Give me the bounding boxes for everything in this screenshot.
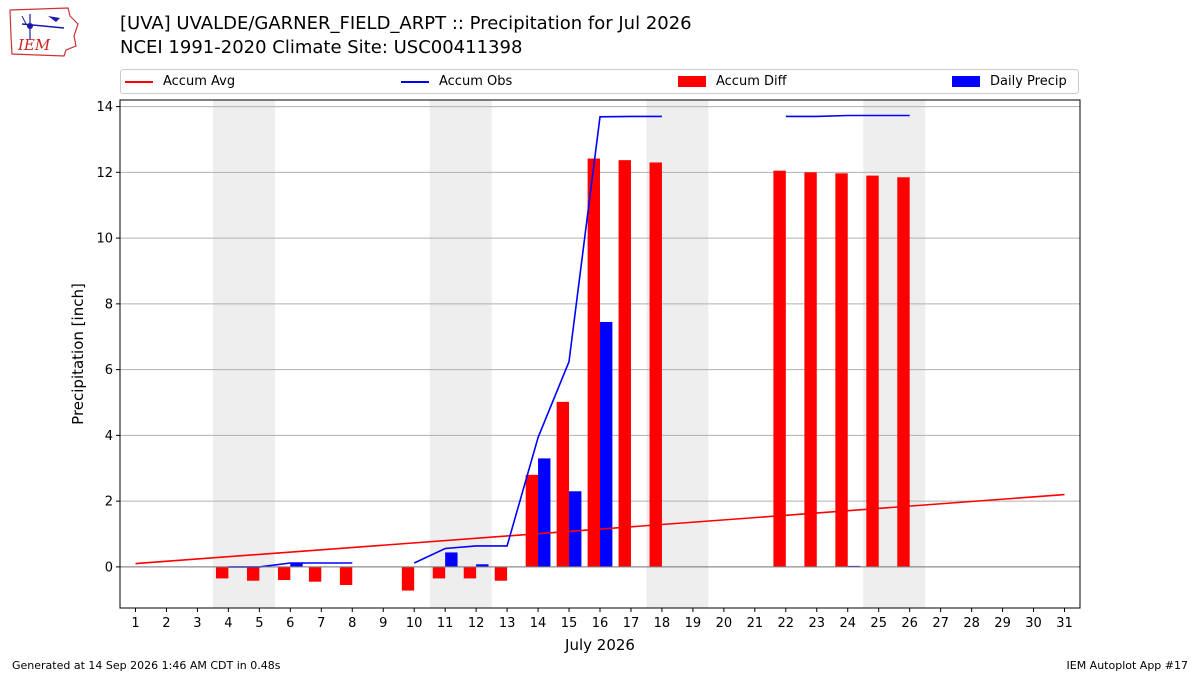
y-tick-label-10: 10	[96, 232, 113, 247]
y-tick-label-0: 0	[105, 560, 113, 575]
legend-label-accum-obs: Accum Obs	[439, 74, 513, 89]
x-tick-label-10: 10	[406, 616, 423, 631]
x-tick-label-17: 17	[623, 616, 640, 631]
legend-item-daily-precip: Daily Precip	[952, 74, 1067, 90]
chart-title: [UVA] UVALDE/GARNER_FIELD_ARPT :: Precip…	[120, 13, 692, 34]
x-tick-label-14: 14	[530, 616, 547, 631]
x-tick-label-6: 6	[286, 616, 294, 631]
daily-precip-bar-day-6	[290, 562, 303, 567]
x-tick-label-20: 20	[716, 616, 733, 631]
x-tick-label-8: 8	[348, 616, 356, 631]
accum-diff-bar-day-16	[587, 158, 600, 567]
legend-swatch-daily-precip	[952, 76, 980, 87]
iem-logo: IEM	[9, 7, 79, 57]
accum-obs-line-1	[413, 115, 662, 564]
logo-text: IEM	[17, 36, 51, 54]
accum-diff-bar-day-22	[773, 170, 786, 567]
y-tick-label-4: 4	[105, 429, 113, 444]
daily-precip-bar-day-12	[476, 564, 489, 567]
x-axis-label: July 2026	[564, 636, 635, 654]
x-tick-label-21: 21	[747, 616, 764, 631]
legend-item-accum-obs: Accum Obs	[401, 74, 512, 90]
weekend-band-0	[212, 100, 275, 608]
x-tick-label-7: 7	[317, 616, 325, 631]
x-tick-label-25: 25	[870, 616, 887, 631]
x-tick-label-16: 16	[592, 616, 609, 631]
y-tick-label-14: 14	[96, 100, 113, 115]
x-tick-label-3: 3	[193, 616, 201, 631]
x-tick-label-30: 30	[1025, 616, 1042, 631]
x-tick-label-12: 12	[468, 616, 485, 631]
legend-swatch-accum-diff	[678, 76, 706, 87]
accum-diff-bar-day-24	[835, 173, 848, 567]
x-tick-label-31: 31	[1056, 616, 1073, 631]
legend-label-daily-precip: Daily Precip	[990, 74, 1067, 89]
chart-subtitle: NCEI 1991-2020 Climate Site: USC00411398	[120, 37, 523, 58]
x-tick-label-28: 28	[963, 616, 980, 631]
legend-swatch-accum-obs	[401, 80, 429, 83]
app-footer: IEM Autoplot App #17	[1066, 659, 1189, 672]
accum-diff-bar-day-12	[463, 566, 477, 579]
accum-diff-bar-day-7	[308, 566, 322, 582]
x-tick-label-29: 29	[994, 616, 1011, 631]
daily-precip-bar-day-16	[600, 321, 613, 567]
x-tick-label-4: 4	[224, 616, 232, 631]
accum-diff-bar-day-18	[649, 162, 662, 567]
accum-diff-bar-day-26	[897, 177, 910, 567]
accum-diff-bar-day-8	[339, 566, 353, 585]
x-tick-label-2: 2	[162, 616, 170, 631]
generated-footer: Generated at 14 Sep 2026 1:46 AM CDT in …	[12, 659, 281, 672]
accum-diff-bar-day-6	[277, 566, 291, 581]
accum-diff-bar-day-17	[618, 160, 631, 567]
x-tick-label-18: 18	[654, 616, 671, 631]
x-tick-label-22: 22	[778, 616, 795, 631]
y-axis-label: Precipitation [inch]	[69, 283, 87, 425]
weekend-band-1	[429, 100, 492, 608]
y-tick-label-2: 2	[105, 495, 113, 510]
daily-precip-bar-day-15	[569, 491, 582, 567]
legend: Accum Avg Accum Obs Accum Diff Daily Pre…	[120, 69, 1079, 94]
x-tick-label-26: 26	[901, 616, 918, 631]
x-tick-label-13: 13	[499, 616, 516, 631]
accum-obs-line-2	[785, 114, 910, 118]
accum-diff-bar-day-15	[556, 401, 570, 567]
x-tick-label-19: 19	[685, 616, 702, 631]
x-tick-label-23: 23	[809, 616, 826, 631]
accum-diff-bar-day-25	[866, 175, 879, 567]
daily-precip-bar-day-14	[538, 458, 551, 567]
legend-label-accum-avg: Accum Avg	[163, 74, 236, 89]
y-tick-label-12: 12	[96, 166, 113, 181]
y-tick-label-8: 8	[105, 297, 113, 312]
accum-diff-bar-day-14	[525, 474, 539, 567]
y-tick-label-6: 6	[105, 363, 113, 378]
accum-diff-bar-day-4	[216, 566, 229, 579]
legend-item-accum-diff: Accum Diff	[678, 74, 787, 90]
accum-diff-bar-day-10	[401, 566, 415, 591]
daily-precip-bar-day-11	[445, 552, 458, 567]
accum-diff-bar-day-13	[494, 566, 508, 581]
x-tick-label-5: 5	[255, 616, 263, 631]
x-tick-label-15: 15	[561, 616, 578, 631]
x-tick-label-24: 24	[839, 616, 856, 631]
x-tick-label-1: 1	[131, 616, 139, 631]
x-tick-label-11: 11	[437, 616, 454, 631]
accum-avg-line-0	[135, 493, 1065, 565]
accum-diff-bar-day-23	[804, 172, 817, 567]
legend-swatch-accum-avg	[125, 80, 153, 83]
legend-item-accum-avg: Accum Avg	[125, 74, 235, 90]
x-tick-label-9: 9	[379, 616, 387, 631]
accum-diff-bar-day-5	[246, 566, 260, 581]
accum-diff-bar-day-11	[432, 566, 446, 579]
legend-label-accum-diff: Accum Diff	[716, 74, 787, 89]
x-tick-label-27: 27	[932, 616, 949, 631]
iowa-outline-icon	[9, 7, 79, 57]
